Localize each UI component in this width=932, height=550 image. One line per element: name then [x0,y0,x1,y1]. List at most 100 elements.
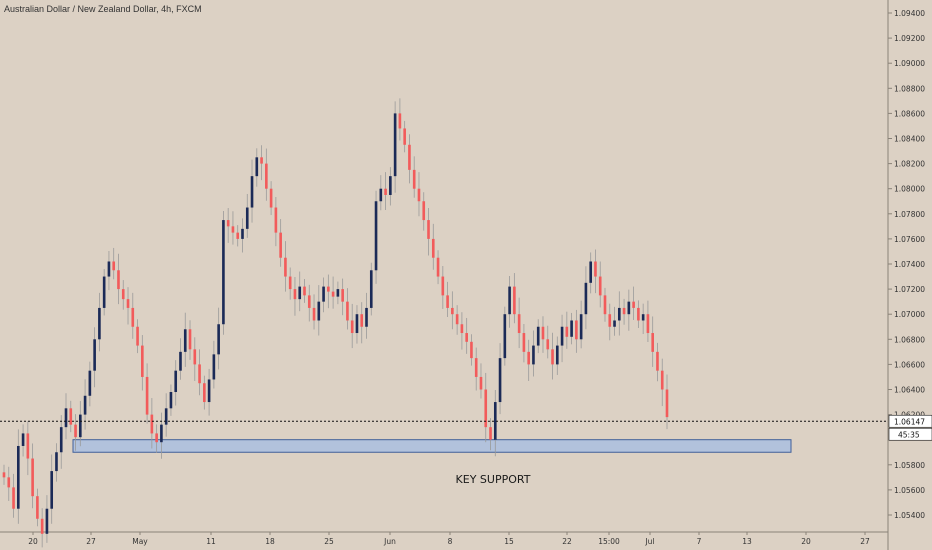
candle-body [665,389,669,418]
candle-body [245,207,249,229]
candle-body [336,289,340,297]
x-tick-label: 20 [801,537,811,546]
candle-body [584,282,588,315]
candle-body [427,220,430,239]
candle-body [265,163,268,189]
candle-body [155,433,158,443]
candle-body [465,333,468,342]
candle-body [489,427,492,440]
candle-body [660,370,664,390]
candle-body [179,351,182,371]
y-tick-label: 1.05800 [894,461,925,470]
y-tick-label: 1.09200 [894,34,925,43]
candle-body [255,157,259,177]
candle-body [69,408,73,425]
candle-body [594,261,597,277]
candle-body [112,261,116,271]
candle-body [451,307,454,315]
candle-body [198,364,201,384]
candle-body [598,276,602,296]
candle-body [350,320,354,334]
candle-body [236,232,240,239]
support-zone-label: KEY SUPPORT [456,473,531,486]
candle-body [317,301,321,321]
x-tick-label: 7 [697,537,702,546]
chart-title: Australian Dollar / New Zealand Dollar, … [4,4,202,14]
candle-body [522,333,526,352]
candle-body [503,314,507,359]
candle-body [355,314,359,334]
candle-body [16,445,20,509]
y-tick-label: 1.05400 [894,511,925,520]
x-tick-label: 15:00 [598,537,620,546]
candle-body [417,188,421,202]
candle-body [136,326,139,346]
candle-body [470,341,473,359]
candle-body [365,307,368,327]
y-tick-label: 1.09400 [894,9,925,18]
candle-body [21,433,25,446]
candle-body [7,477,11,488]
candle-body [560,326,564,346]
x-tick-label: 20 [28,537,38,546]
candle-body [183,329,187,352]
candle-body [579,314,583,340]
candle-body [2,472,6,478]
candle-body [536,326,540,346]
countdown-label: 45:35 [898,430,920,439]
candle-body [484,389,488,428]
candle-body [231,226,235,233]
candle-body [441,276,445,296]
candle-body [222,220,225,325]
x-tick-label: May [132,537,148,546]
candle-body [656,351,659,371]
candle-body [646,314,650,334]
candle-body [188,329,192,350]
candle-body [217,324,220,355]
candle-body [532,345,535,365]
candle-body [517,314,521,334]
x-tick-label: 27 [86,537,96,546]
candle-body [145,376,149,415]
candle-body [632,301,635,308]
candle-body [107,261,111,277]
y-tick-label: 1.07000 [894,310,925,319]
candle-body [398,113,402,129]
y-tick-label: 1.08600 [894,109,925,118]
candle-body [479,376,483,390]
candle-body [412,169,416,189]
x-tick-label: 25 [324,537,334,546]
candle-body [141,345,144,377]
y-tick-label: 1.07600 [894,235,925,244]
candle-body [436,257,440,277]
x-tick-label: 18 [265,537,275,546]
candle-body [83,395,87,415]
candle-body [274,207,278,233]
x-tick-label: 15 [504,537,514,546]
candle-body [474,358,478,377]
candle-body [212,354,216,380]
support-zone [72,439,792,453]
candle-body [374,201,378,271]
x-tick-label: 11 [206,537,216,546]
candle-body [45,508,49,534]
candle-body [322,286,325,302]
candle-body [293,289,297,300]
candle-body [303,286,306,296]
candle-body [431,238,435,258]
candle-body [74,424,77,438]
candle-body [117,270,120,290]
x-tick-label: 22 [562,537,572,546]
candle-body [203,383,206,403]
candle-body [527,351,530,365]
candle-body [288,276,292,290]
candle-body [637,307,640,321]
candle-body [589,261,592,283]
x-tick-label: 8 [448,537,453,546]
candle-body [307,295,311,308]
candle-body [260,157,263,164]
y-tick-label: 1.07200 [894,285,925,294]
candle-body [422,201,426,221]
candle-body [384,188,387,195]
